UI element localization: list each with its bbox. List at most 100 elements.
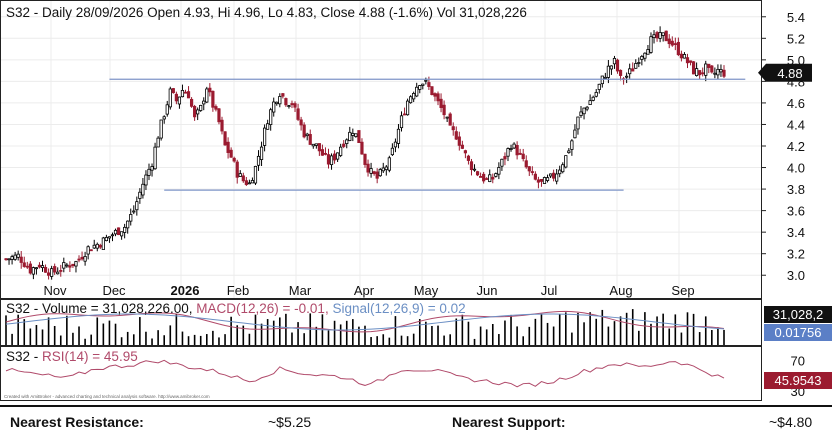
- candle: [126, 220, 130, 234]
- candle-body: [208, 87, 212, 93]
- candle-body: [500, 158, 504, 167]
- candle: [202, 97, 206, 111]
- volume-bar: [613, 321, 616, 345]
- candle-body: [512, 143, 516, 149]
- macd-line: [5, 310, 725, 333]
- candle: [116, 227, 121, 236]
- candle: [536, 176, 541, 189]
- candle: [232, 156, 236, 163]
- candle: [445, 116, 449, 123]
- candle-body: [567, 150, 571, 154]
- candle-body: [202, 100, 206, 105]
- candle: [670, 36, 674, 47]
- candle-body: [150, 166, 154, 171]
- candle-body: [409, 96, 413, 104]
- candle-body: [384, 166, 388, 171]
- candle-body: [205, 88, 209, 103]
- candle-body: [275, 101, 279, 105]
- candle-body: [101, 237, 105, 250]
- candle: [86, 245, 90, 260]
- candle-body: [479, 176, 483, 178]
- candle-body: [68, 265, 72, 268]
- price-tick-label: 4.4: [787, 117, 805, 132]
- candle-body: [463, 150, 467, 154]
- candle-body: [707, 63, 711, 68]
- candle: [351, 128, 355, 142]
- candle-body: [357, 130, 361, 144]
- signal-line: [5, 313, 725, 331]
- volume-bar: [90, 334, 92, 345]
- volume-bar: [418, 319, 421, 345]
- candle-body: [162, 116, 166, 120]
- month-label: 2026: [171, 283, 200, 298]
- candle-body: [591, 96, 595, 101]
- candle: [618, 69, 623, 81]
- candle-body: [594, 91, 598, 97]
- candle-body: [457, 136, 461, 146]
- volume-bar: [59, 335, 62, 345]
- volume-bar: [431, 326, 433, 345]
- candle: [451, 122, 455, 136]
- candle: [95, 242, 99, 252]
- candle-body: [552, 172, 556, 179]
- volume-bar: [260, 323, 263, 345]
- candle: [421, 83, 425, 90]
- candle-body: [299, 119, 303, 126]
- volume-bar: [485, 329, 488, 345]
- candle-body: [451, 126, 455, 131]
- candle-body: [132, 210, 136, 213]
- volume-bar: [364, 325, 366, 345]
- candle: [80, 251, 84, 261]
- candle: [71, 263, 75, 268]
- rsi-title-prefix: S32 -: [6, 349, 42, 364]
- candle-body: [232, 157, 236, 162]
- candle-body: [643, 52, 647, 59]
- candle-body: [612, 57, 617, 65]
- candle-body: [472, 168, 477, 171]
- candle: [685, 53, 690, 69]
- candle: [253, 165, 258, 186]
- volume-bar: [473, 338, 476, 345]
- candle-body: [637, 62, 641, 64]
- candle: [369, 162, 373, 178]
- candle: [275, 101, 279, 106]
- candle-body: [196, 109, 200, 115]
- candle: [552, 169, 556, 182]
- candle-body: [354, 133, 358, 137]
- candle: [509, 144, 513, 152]
- month-label: Aug: [609, 283, 632, 298]
- volume-bar: [704, 316, 707, 345]
- candle-body: [524, 160, 528, 168]
- candle: [89, 249, 93, 252]
- stock-chart: 5.4 5.2 5.0 4.8 4.6 4.4 4.2 4.0 3.8 3.6 3.4 3.2 3.0 N…: [0, 0, 832, 401]
- volume-bar: [53, 325, 56, 345]
- candle: [247, 179, 251, 185]
- volume-bar: [686, 312, 689, 345]
- candle-body: [43, 267, 48, 273]
- month-label: Jul: [541, 283, 558, 298]
- candle: [542, 176, 547, 184]
- month-label: Dec: [102, 283, 126, 298]
- candle-body: [120, 231, 124, 237]
- candle: [314, 143, 318, 149]
- candle: [311, 143, 315, 149]
- support-resistance-footer: Nearest Resistance: ~$5.25 Nearest Suppo…: [0, 405, 832, 434]
- candle-body: [485, 178, 489, 180]
- candle: [716, 64, 720, 80]
- candle-body: [685, 57, 690, 64]
- candle: [65, 262, 69, 268]
- candle-body: [695, 68, 699, 77]
- candle: [174, 91, 178, 105]
- candle-body: [421, 83, 425, 86]
- volume-bar: [406, 336, 409, 345]
- candle: [220, 116, 224, 135]
- candle-body: [217, 108, 221, 123]
- volume-bar: [120, 337, 123, 345]
- candle: [296, 103, 300, 122]
- volume-bar: [163, 335, 166, 345]
- candle-body: [241, 175, 245, 182]
- price-panel-title: S32 - Daily 28/09/2026 Open 4.93, Hi 4.9…: [6, 5, 527, 20]
- candle-body: [655, 32, 659, 39]
- candle: [704, 60, 708, 82]
- candlestick-series: [4, 26, 726, 280]
